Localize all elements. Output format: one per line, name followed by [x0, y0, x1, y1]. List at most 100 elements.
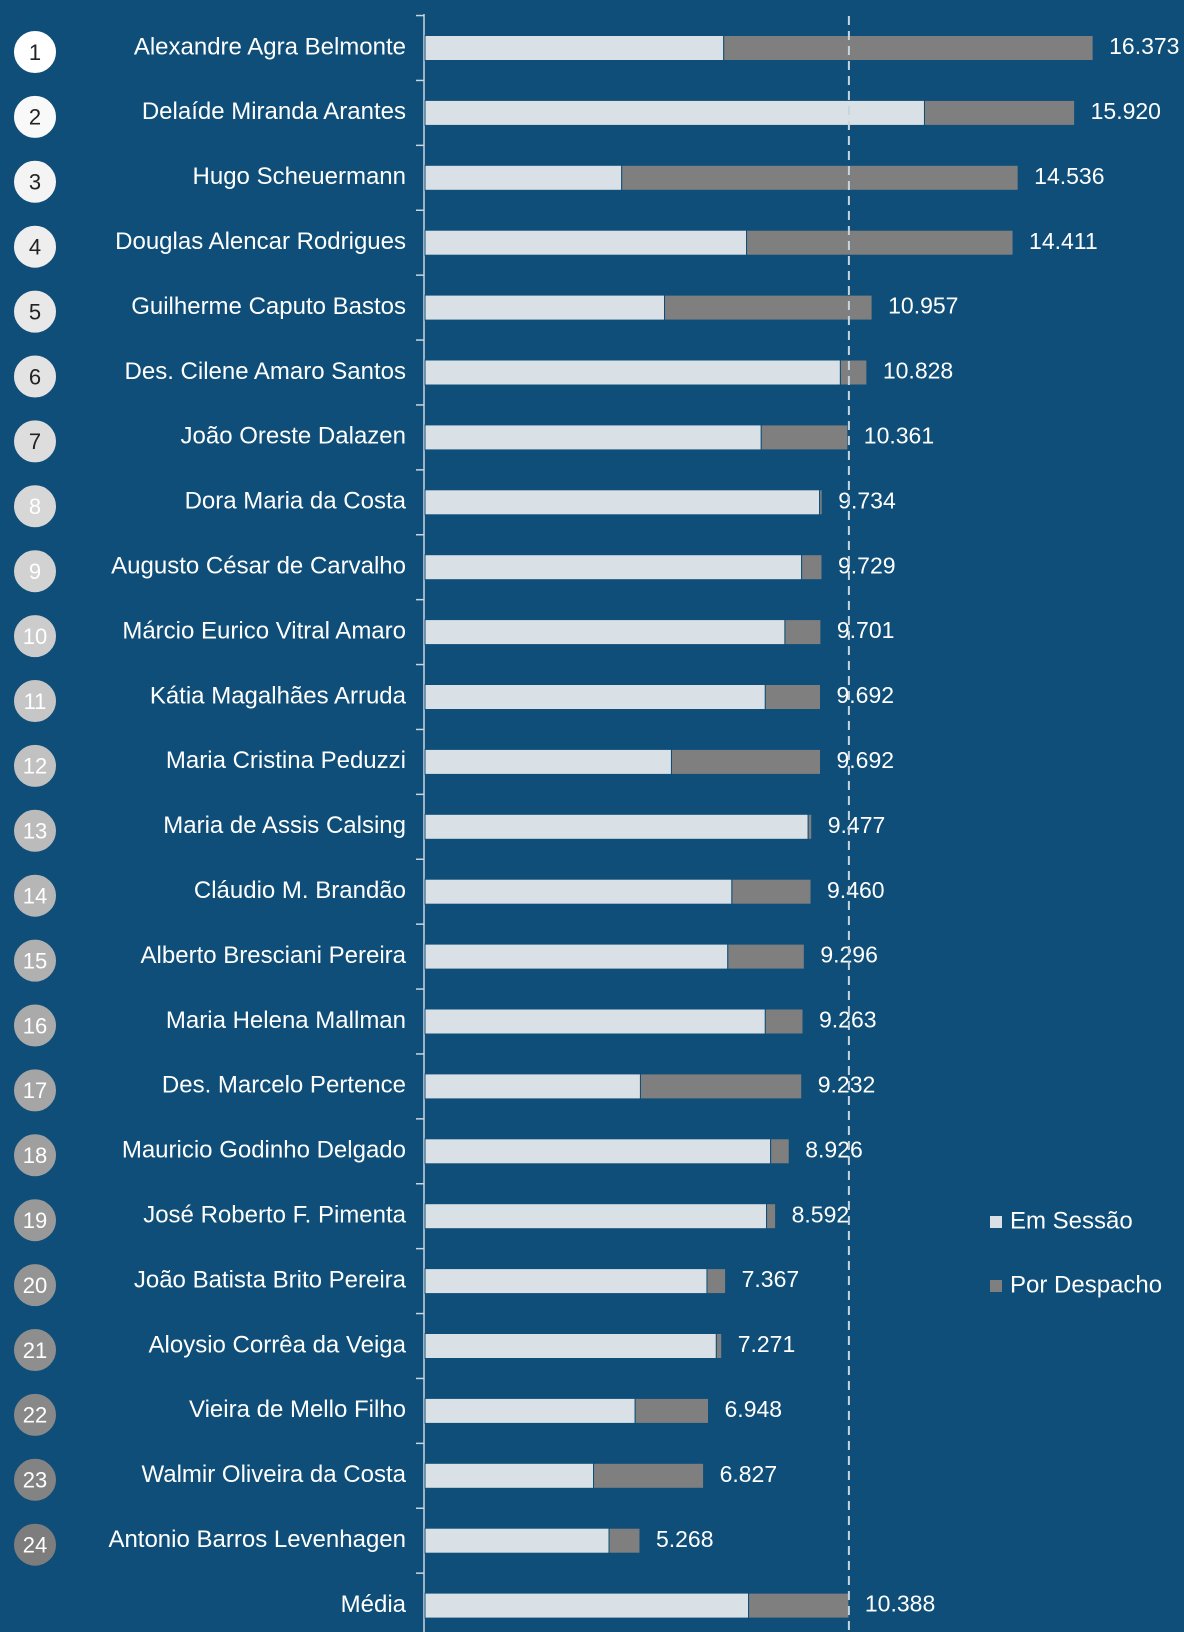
bar-segment	[424, 1527, 610, 1554]
rank-badge	[12, 158, 58, 205]
bar-segment	[770, 1138, 790, 1165]
total-label: 6.948	[725, 1396, 783, 1422]
bar-segment	[424, 359, 841, 386]
rank-badge	[12, 288, 58, 335]
category-label: João Oreste Dalazen	[181, 423, 406, 450]
total-label: 5.268	[656, 1526, 714, 1552]
bar-segment	[424, 489, 821, 516]
rank-label: 15	[23, 948, 47, 973]
rank-label: 3	[29, 170, 41, 195]
bar-segment	[621, 164, 1019, 191]
rank-badge	[12, 1521, 58, 1568]
total-label: 9.232	[818, 1071, 876, 1097]
rank-label: 1	[29, 40, 41, 65]
bar-segment	[664, 294, 873, 321]
category-label: José Roberto F. Pimenta	[143, 1202, 406, 1229]
category-label: Delaíde Miranda Arantes	[142, 98, 406, 125]
rank-label: 5	[29, 299, 41, 324]
rank-label: 24	[23, 1533, 47, 1558]
rank-badge	[12, 483, 58, 530]
rank-badge	[12, 1197, 58, 1244]
bar-segment	[424, 1462, 595, 1489]
rank-badge	[12, 742, 58, 789]
category-label: Vieira de Mello Filho	[189, 1396, 406, 1423]
total-label: 16.373	[1109, 33, 1179, 59]
category-label: Augusto César de Carvalho	[111, 553, 406, 580]
category-label: Márcio Eurico Vitral Amaro	[122, 617, 406, 644]
bar-segment	[839, 359, 868, 386]
category-label: Dora Maria da Costa	[185, 488, 407, 515]
total-label: 10.361	[864, 422, 934, 448]
rank-badge	[12, 1067, 58, 1114]
rank-badge	[12, 93, 58, 140]
bar-segment	[807, 813, 813, 840]
category-label: Maria Helena Mallman	[166, 1007, 406, 1034]
total-label: 8.592	[792, 1201, 850, 1227]
bar-segment	[784, 619, 822, 646]
bar-segment	[670, 748, 821, 775]
category-label: Alexandre Agra Belmonte	[134, 33, 406, 60]
category-label: Alberto Bresciani Pereira	[141, 942, 407, 969]
category-label: Walmir Oliveira da Costa	[141, 1461, 406, 1488]
total-label: 10.388	[865, 1591, 935, 1617]
category-label: Cláudio M. Brandão	[194, 877, 406, 904]
total-label: 9.692	[836, 682, 894, 708]
rank-label: 21	[23, 1338, 47, 1363]
bar-segment	[424, 619, 786, 646]
rank-label: 20	[23, 1273, 47, 1298]
total-label: 9.729	[838, 552, 896, 578]
bar-segment	[424, 554, 803, 581]
bar-segment	[748, 1592, 850, 1619]
bar-segment	[424, 1073, 641, 1100]
total-label: 9.701	[837, 617, 895, 643]
rank-label: 19	[23, 1208, 47, 1233]
bar-segment	[424, 748, 672, 775]
rank-badge	[12, 1327, 58, 1373]
rank-label: 16	[23, 1013, 47, 1038]
bar-segment	[424, 684, 766, 710]
rank-label: 11	[24, 689, 47, 714]
rank-badge	[12, 937, 58, 984]
rank-badge	[12, 1132, 58, 1179]
rank-label: 2	[29, 105, 41, 130]
bar-segment	[593, 1462, 705, 1489]
bar-segment	[727, 943, 805, 970]
rank-badge	[12, 1002, 58, 1049]
rank-label: 18	[23, 1143, 47, 1168]
bar-segment	[424, 878, 733, 905]
bar-segment	[424, 1397, 636, 1424]
category-label: Hugo Scheuermann	[193, 163, 406, 190]
total-label: 9.460	[827, 877, 885, 903]
rank-badge	[12, 872, 58, 919]
rank-badge	[12, 548, 58, 595]
bar-segment	[760, 424, 849, 451]
category-label: Antonio Barros Levenhagen	[108, 1526, 406, 1553]
bar-segment	[424, 1333, 717, 1359]
legend-swatch	[990, 1216, 1002, 1228]
bar-segment	[424, 1268, 708, 1295]
bar-segment	[608, 1527, 641, 1554]
bar-segment	[424, 294, 666, 321]
category-label: Des. Marcelo Pertence	[162, 1072, 406, 1099]
legend-label: Em Sessão	[1010, 1207, 1133, 1234]
rank-badge	[12, 353, 58, 400]
bar-segment	[746, 229, 1014, 256]
bar-segment	[764, 1008, 804, 1035]
bar-segment	[731, 878, 812, 905]
bar-segment	[424, 1203, 768, 1230]
category-label: Média	[341, 1591, 407, 1618]
rank-badge	[12, 1262, 58, 1309]
bar-segment	[424, 943, 729, 970]
category-label: Aloysio Corrêa da Veiga	[149, 1331, 407, 1358]
bar-segment	[923, 99, 1076, 126]
bar-segment	[424, 1138, 772, 1165]
total-label: 6.827	[720, 1461, 778, 1487]
bar-segment	[819, 489, 823, 516]
total-label: 9.477	[828, 812, 886, 838]
bar-segment	[424, 813, 809, 840]
total-label: 14.411	[1029, 228, 1098, 254]
total-label: 9.734	[838, 487, 896, 513]
bar-segment	[766, 1203, 777, 1230]
total-label: 9.263	[819, 1007, 877, 1033]
